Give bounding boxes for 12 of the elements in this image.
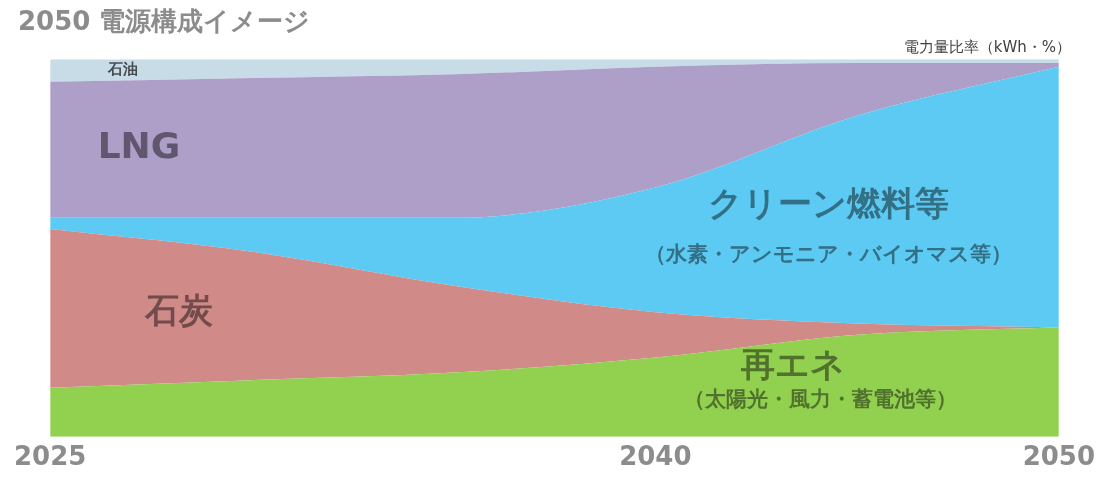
annotation: （水素・アンモニア・バイオマス等） bbox=[645, 242, 1013, 267]
series-label: クリーン燃料等 bbox=[708, 182, 950, 223]
chart-title: 2050 電源構成イメージ bbox=[18, 6, 311, 37]
series-label: 再エネ bbox=[739, 344, 845, 385]
x-tick-label: 2050 bbox=[1022, 441, 1096, 472]
x-tick-label: 2025 bbox=[13, 441, 87, 472]
series-label: 石油 bbox=[106, 59, 138, 78]
y-axis-title: 電力量比率（kWh・%） bbox=[903, 38, 1071, 57]
series-label: 石炭 bbox=[144, 290, 214, 331]
x-tick-label: 2040 bbox=[619, 441, 692, 472]
annotation: （太陽光・風力・蓄電池等） bbox=[684, 387, 958, 412]
series-label: LNG bbox=[97, 125, 181, 167]
